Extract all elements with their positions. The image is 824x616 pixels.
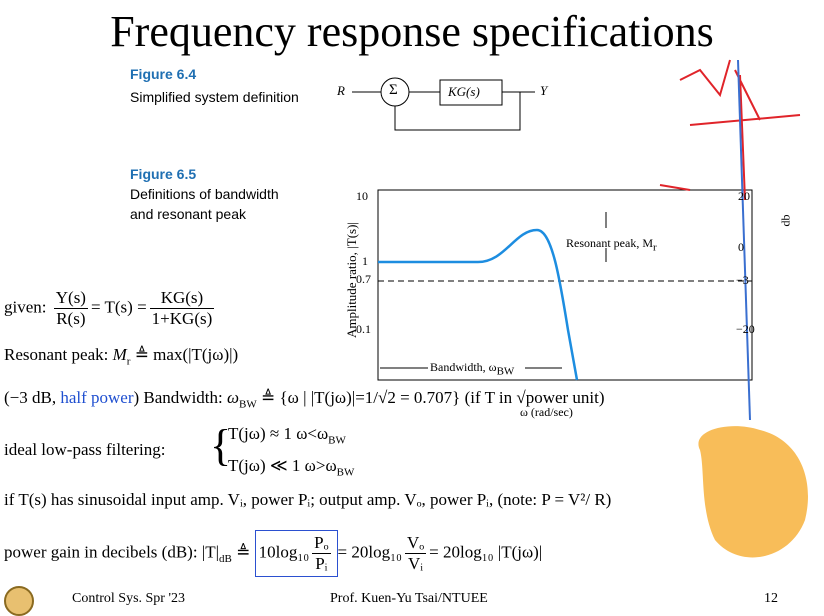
subscript: dB bbox=[219, 552, 232, 565]
eq-text: T(jω) ≪ 1 ω>ω bbox=[228, 456, 337, 475]
eq-text: ≜ {ω | |T(jω)|=1/√2 = 0.707} (if T in √p… bbox=[256, 388, 605, 407]
tick-label: 20 bbox=[738, 189, 750, 203]
equation: Resonant peak: Mr ≜ max(|T(jω)|) bbox=[4, 345, 238, 367]
eq-text: = T(s) = bbox=[90, 297, 147, 317]
handwriting bbox=[659, 59, 801, 201]
annotation-text: Resonant peak, M bbox=[566, 236, 653, 250]
equation: T(jω) ≈ 1 ω<ωBW bbox=[228, 424, 346, 446]
equation: ideal low-pass filtering: bbox=[4, 440, 166, 459]
annotation: Resonant peak, Mr bbox=[566, 236, 657, 253]
tick-label: 0.7 bbox=[356, 272, 371, 286]
tick-label: 10 bbox=[356, 189, 368, 203]
numerator: Y(s) bbox=[53, 288, 88, 309]
diagram-label: R bbox=[337, 83, 345, 98]
tick-label: −3 bbox=[736, 273, 749, 287]
fraction: KG(s) 1+KG(s) bbox=[149, 288, 215, 329]
subscript: BW bbox=[336, 466, 355, 479]
slide-title: Frequency response specifications bbox=[110, 7, 714, 56]
footer-course: Control Sys. Spr '23 bbox=[72, 591, 185, 606]
handwriting bbox=[737, 59, 751, 421]
eq-text: Resonant peak: bbox=[4, 345, 113, 364]
figure-caption: Simplified system definition bbox=[130, 89, 299, 105]
eq-text: = 20log₁₀ bbox=[337, 542, 402, 562]
fraction: Y(s) R(s) bbox=[53, 288, 88, 329]
tick-label: 0.1 bbox=[356, 322, 371, 336]
denominator: 1+KG(s) bbox=[151, 309, 213, 328]
response-curve bbox=[378, 228, 579, 381]
figure-label: Figure 6.4 bbox=[130, 66, 197, 82]
figure-label: Figure 6.5 bbox=[130, 166, 197, 182]
subscript: r bbox=[126, 355, 131, 368]
diagram-label: KG(s) bbox=[448, 84, 480, 99]
subscript: BW bbox=[496, 365, 515, 378]
numerator: Pₒ bbox=[312, 533, 331, 554]
equation: if T(s) has sinusoidal input amp. Vᵢ, po… bbox=[4, 490, 612, 509]
annotation: Bandwidth, ωBW bbox=[430, 360, 514, 377]
eq-text: = 20log₁₀ |T(jω)| bbox=[429, 542, 543, 562]
fraction: Pₒ Pᵢ bbox=[312, 533, 331, 574]
subscript: BW bbox=[328, 434, 346, 447]
footer-author: Prof. Kuen-Yu Tsai/NTUEE bbox=[330, 591, 488, 606]
equation: T(jω) ≪ 1 ω>ωBW bbox=[228, 456, 354, 478]
denominator: Vᵢ bbox=[408, 554, 424, 573]
subscript: r bbox=[652, 241, 657, 254]
diagram-label: Y bbox=[540, 83, 548, 98]
eq-text: ) Bandwidth: bbox=[133, 388, 228, 407]
annotation-text: Bandwidth, ω bbox=[430, 360, 497, 374]
highlight: half power bbox=[60, 388, 134, 407]
brace: { bbox=[210, 421, 232, 470]
eq-text: (−3 dB, bbox=[4, 388, 61, 407]
eq-text: given: bbox=[4, 297, 47, 317]
feedback-path bbox=[394, 92, 521, 131]
tick-label: 1 bbox=[362, 254, 368, 268]
eq-text: ≜ bbox=[231, 542, 255, 562]
equation: given: Y(s) R(s) = T(s) = KG(s) 1+KG(s) bbox=[4, 288, 217, 329]
denominator: Pᵢ bbox=[315, 554, 328, 573]
denominator: R(s) bbox=[56, 309, 86, 328]
symbol: M bbox=[112, 345, 127, 364]
eq-text: T(jω) ≈ 1 ω<ω bbox=[228, 424, 329, 443]
diagram-label: Σ bbox=[389, 82, 398, 98]
fraction: Vₒ Vᵢ bbox=[404, 533, 427, 574]
axis-label: db bbox=[778, 214, 793, 227]
doodle bbox=[698, 426, 808, 558]
tick-label: −20 bbox=[736, 322, 755, 336]
plot-frame bbox=[377, 189, 753, 381]
eq-text: 10log₁₀ bbox=[258, 542, 310, 562]
logo bbox=[4, 586, 34, 616]
tick-label: 0 bbox=[738, 240, 744, 254]
subscript: BW bbox=[239, 398, 257, 411]
eq-text: power gain in decibels (dB): |T| bbox=[4, 542, 219, 562]
symbol: ω bbox=[227, 388, 240, 407]
numerator: KG(s) bbox=[149, 288, 215, 309]
axis-label: ω (rad/sec) bbox=[520, 405, 573, 419]
equation: power gain in decibels (dB): |T|dB ≜ 10l… bbox=[4, 530, 542, 577]
eq-text: ≜ max(|T(jω)|) bbox=[130, 345, 239, 364]
numerator: Vₒ bbox=[404, 533, 427, 554]
equation: (−3 dB, half power) Bandwidth: ωBW ≜ {ω … bbox=[4, 388, 605, 410]
boxed-term: 10log₁₀ Pₒ Pᵢ bbox=[254, 530, 338, 577]
figure-caption: and resonant peak bbox=[130, 206, 246, 222]
figure-panel bbox=[105, 55, 805, 440]
figure-caption: Definitions of bandwidth bbox=[130, 186, 279, 202]
page-number: 12 bbox=[764, 591, 778, 606]
